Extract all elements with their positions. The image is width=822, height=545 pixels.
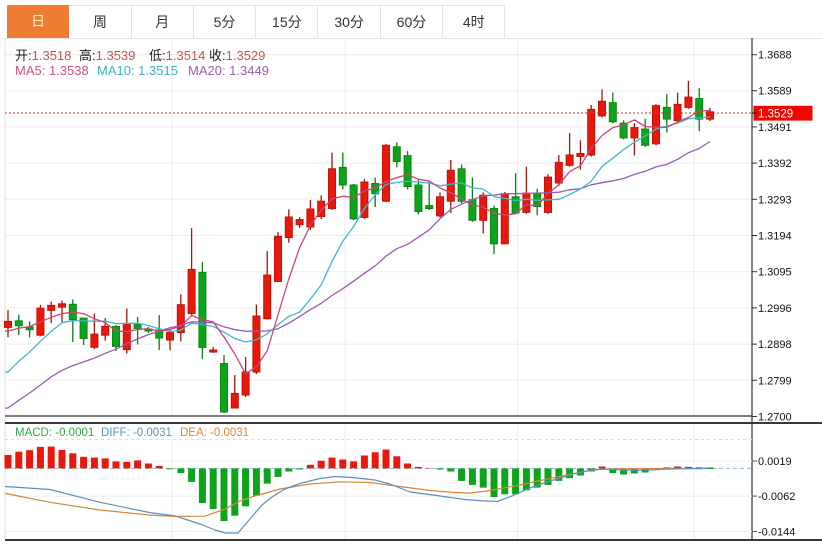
svg-text:1.3194: 1.3194 — [758, 231, 792, 243]
svg-text:1.3095: 1.3095 — [758, 267, 792, 279]
svg-text:1.3491: 1.3491 — [758, 122, 792, 134]
svg-text:1.2898: 1.2898 — [758, 339, 792, 351]
svg-text:1.2799: 1.2799 — [758, 375, 792, 387]
svg-text:-0.0144: -0.0144 — [758, 527, 795, 539]
svg-text:1.3529: 1.3529 — [758, 109, 793, 121]
svg-text:0.0019: 0.0019 — [758, 456, 792, 468]
svg-text:1.3589: 1.3589 — [758, 86, 792, 98]
svg-text:1.3293: 1.3293 — [758, 194, 792, 206]
svg-text:1.2700: 1.2700 — [758, 412, 792, 424]
svg-text:1.3392: 1.3392 — [758, 158, 792, 170]
svg-text:1.2996: 1.2996 — [758, 303, 792, 315]
svg-text:1.3688: 1.3688 — [758, 50, 792, 62]
svg-text:-0.0062: -0.0062 — [758, 491, 795, 503]
